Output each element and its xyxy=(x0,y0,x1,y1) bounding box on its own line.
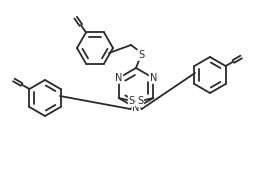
Text: N: N xyxy=(150,73,157,83)
Text: S: S xyxy=(129,96,135,106)
Text: N: N xyxy=(115,73,122,83)
Text: S: S xyxy=(138,50,144,60)
Text: S: S xyxy=(137,96,143,106)
Text: N: N xyxy=(132,103,140,113)
